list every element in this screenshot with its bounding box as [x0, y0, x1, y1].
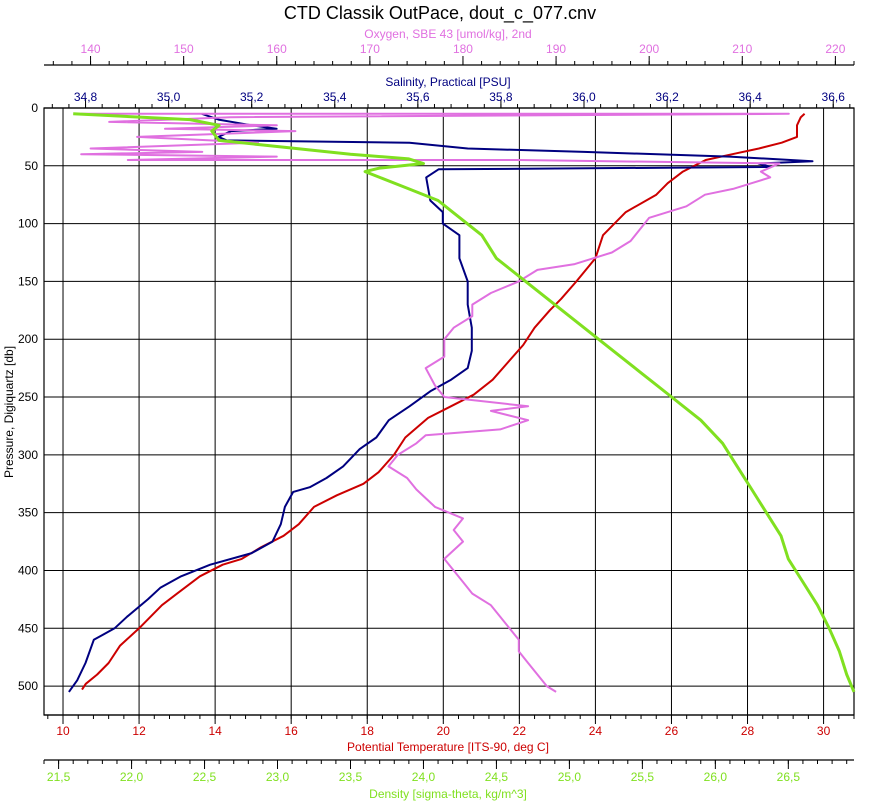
salinity-tick-label: 36,0: [572, 90, 596, 104]
temperature-tick-label: 10: [56, 724, 70, 738]
chart-title: CTD Classik OutPace, dout_c_077.cnv: [284, 3, 596, 24]
salinity-tick-label: 36,6: [822, 90, 846, 104]
oxygen-profile-line: [80, 112, 790, 693]
temperature-tick-label: 22: [513, 724, 527, 738]
pressure-tick-label: 250: [18, 390, 38, 404]
pressure-tick-label: 500: [18, 679, 38, 693]
oxygen-tick-label: 190: [546, 42, 566, 56]
density-tick-label: 22,0: [120, 770, 144, 784]
density-profile-line: [73, 112, 856, 693]
salinity-tick-label: 35,4: [323, 90, 347, 104]
density-tick-label: 25,0: [558, 770, 582, 784]
density-tick-label: 22,5: [193, 770, 217, 784]
salinity-tick-label: 36,2: [655, 90, 679, 104]
oxygen-tick-label: 160: [267, 42, 287, 56]
grid: [43, 107, 855, 716]
pressure-axis-label: Pressure, Digiquartz [db]: [2, 346, 16, 478]
temperature-tick-label: 16: [285, 724, 299, 738]
oxygen-tick-label: 210: [732, 42, 752, 56]
oxygen-tick-label: 150: [174, 42, 194, 56]
pressure-tick-label: 0: [31, 101, 38, 115]
series-group: [68, 112, 856, 693]
oxygen-tick-label: 140: [81, 42, 101, 56]
pressure-tick-label: 50: [25, 159, 39, 173]
density-tick-label: 24,0: [412, 770, 436, 784]
oxygen-tick-label: 220: [825, 42, 845, 56]
pressure-tick-label: 300: [18, 448, 38, 462]
temperature-tick-label: 30: [817, 724, 831, 738]
oxygen-axis-label: Oxygen, SBE 43 [umol/kg], 2nd: [364, 27, 531, 41]
pressure-tick-label: 100: [18, 217, 38, 231]
density-tick-label: 23,0: [266, 770, 290, 784]
temperature-tick-label: 12: [132, 724, 146, 738]
oxygen-tick-label: 180: [453, 42, 473, 56]
temperature-tick-label: 28: [741, 724, 755, 738]
temperature-tick-label: 14: [208, 724, 222, 738]
density-tick-label: 21,5: [47, 770, 71, 784]
density-tick-label: 26,0: [704, 770, 728, 784]
pressure-tick-label: 400: [18, 563, 38, 577]
temperature-tick-label: 26: [665, 724, 679, 738]
oxygen-tick-label: 170: [360, 42, 380, 56]
salinity-tick-label: 35,0: [157, 90, 181, 104]
temperature-tick-label: 20: [437, 724, 451, 738]
temperature-tick-label: 24: [589, 724, 603, 738]
salinity-tick-label: 35,6: [406, 90, 430, 104]
pressure-tick-label: 350: [18, 506, 38, 520]
density-tick-label: 26,5: [777, 770, 801, 784]
pressure-tick-label: 150: [18, 274, 38, 288]
salinity-tick-label: 35,2: [240, 90, 264, 104]
temperature-tick-label: 18: [361, 724, 375, 738]
density-axis-label: Density [sigma-theta, kg/m^3]: [369, 787, 527, 801]
pressure-tick-label: 450: [18, 621, 38, 635]
salinity-profile-line: [68, 112, 814, 693]
salinity-tick-label: 35,8: [489, 90, 513, 104]
pressure-tick-label: 200: [18, 332, 38, 346]
salinity-tick-label: 34,8: [74, 90, 98, 104]
temperature-axis-label: Potential Temperature [ITS-90, deg C]: [347, 740, 549, 754]
plot-frame: [43, 107, 855, 716]
oxygen-tick-label: 200: [639, 42, 659, 56]
density-tick-label: 23,5: [339, 770, 363, 784]
salinity-axis-label: Salinity, Practical [PSU]: [385, 75, 510, 89]
axes: 0 50 100 150 200 250 300 350 400 450 500 140 150 160 1…: [18, 42, 855, 784]
density-tick-label: 24,5: [485, 770, 509, 784]
salinity-tick-label: 36,4: [738, 90, 762, 104]
density-tick-label: 25,5: [631, 770, 655, 784]
